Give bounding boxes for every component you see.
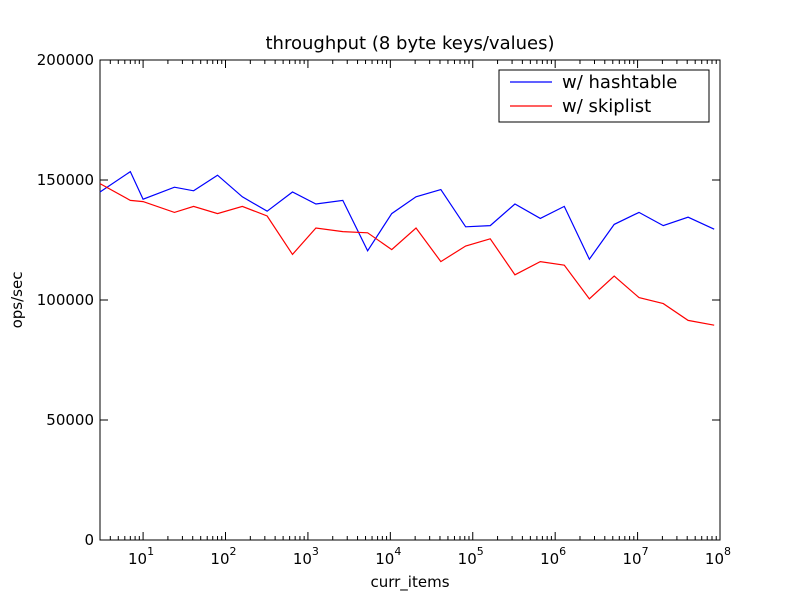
y-tick-label: 150000 bbox=[37, 171, 94, 189]
y-tick-label: 200000 bbox=[37, 51, 94, 69]
x-tick-label-exponent: 5 bbox=[477, 545, 484, 558]
y-tick-label: 50000 bbox=[46, 411, 94, 429]
series-lines bbox=[99, 170, 715, 326]
x-tick-label: 10 6 bbox=[540, 545, 566, 568]
x-axis-label: curr_items bbox=[370, 573, 449, 592]
x-tick-label-base: 10 bbox=[622, 550, 641, 568]
x-tick-label: 10 8 bbox=[705, 545, 731, 568]
plot-frame bbox=[99, 59, 721, 541]
x-tick-label-base: 10 bbox=[128, 550, 147, 568]
x-tick-label-base: 10 bbox=[458, 550, 477, 568]
series-line-w-skiplist bbox=[99, 183, 715, 326]
x-tick-label-exponent: 8 bbox=[724, 545, 731, 558]
x-tick-label-exponent: 7 bbox=[642, 545, 649, 558]
x-tick-label-base: 10 bbox=[375, 550, 394, 568]
chart-title: throughput (8 byte keys/values) bbox=[266, 33, 555, 54]
y-tick-label: 0 bbox=[84, 531, 94, 549]
y-tick-label: 100000 bbox=[37, 291, 94, 309]
x-tick-label-exponent: 3 bbox=[312, 545, 319, 558]
x-tick-label-base: 10 bbox=[705, 550, 724, 568]
x-tick-label: 10 1 bbox=[128, 545, 154, 568]
x-tick-label-exponent: 6 bbox=[559, 545, 566, 558]
x-tick-label-base: 10 bbox=[210, 550, 229, 568]
x-tick-label-exponent: 4 bbox=[394, 545, 401, 558]
x-tick-label: 10 3 bbox=[293, 545, 319, 568]
x-tick-label: 10 7 bbox=[622, 545, 648, 568]
series-line-w-hashtable bbox=[99, 170, 715, 261]
x-tick-label: 10 2 bbox=[210, 545, 236, 568]
legend-label-hashtable: w/ hashtable bbox=[562, 72, 677, 93]
x-tick-label: 10 5 bbox=[458, 545, 484, 568]
x-tick-label-base: 10 bbox=[540, 550, 559, 568]
x-tick-label: 10 4 bbox=[375, 545, 401, 568]
legend: w/ hashtable w/ skiplist bbox=[498, 69, 710, 123]
y-axis-label: ops/sec bbox=[8, 272, 26, 329]
legend-box bbox=[498, 69, 710, 123]
x-tick-label-exponent: 2 bbox=[230, 545, 237, 558]
x-tick-label-base: 10 bbox=[293, 550, 312, 568]
x-tick-label-exponent: 1 bbox=[147, 545, 154, 558]
legend-label-skiplist: w/ skiplist bbox=[562, 96, 651, 117]
